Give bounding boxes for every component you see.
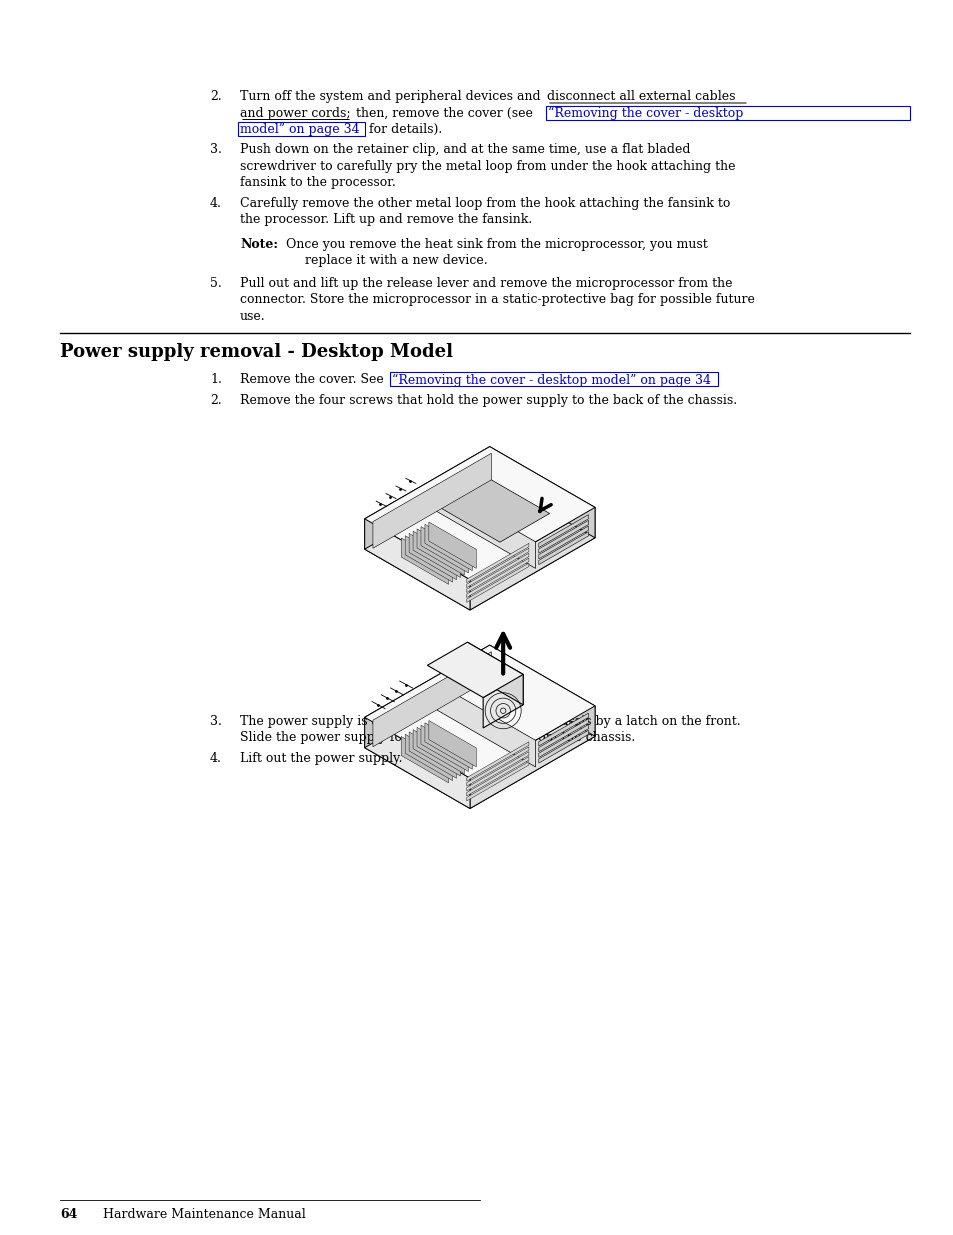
Text: 3.: 3. bbox=[210, 143, 222, 157]
Polygon shape bbox=[364, 447, 595, 579]
Polygon shape bbox=[482, 674, 522, 727]
Polygon shape bbox=[467, 642, 522, 705]
Polygon shape bbox=[466, 752, 528, 792]
Polygon shape bbox=[364, 645, 489, 747]
Text: use.: use. bbox=[240, 310, 265, 324]
Polygon shape bbox=[401, 538, 448, 584]
Text: 5.: 5. bbox=[210, 277, 221, 290]
Polygon shape bbox=[466, 747, 528, 787]
Text: and power cords;: and power cords; bbox=[240, 106, 351, 120]
Polygon shape bbox=[364, 447, 489, 550]
Polygon shape bbox=[429, 522, 476, 568]
Polygon shape bbox=[405, 735, 452, 781]
Text: 3.: 3. bbox=[210, 715, 222, 727]
Polygon shape bbox=[489, 447, 595, 537]
Text: screwdriver to carefully pry the metal loop from under the hook attaching the: screwdriver to carefully pry the metal l… bbox=[240, 161, 735, 173]
Polygon shape bbox=[416, 727, 464, 774]
Text: Remove the cover. See: Remove the cover. See bbox=[240, 373, 387, 387]
Polygon shape bbox=[489, 645, 595, 736]
Text: replace it with a new device.: replace it with a new device. bbox=[305, 254, 487, 268]
Polygon shape bbox=[466, 563, 528, 603]
Polygon shape bbox=[436, 683, 535, 767]
Text: Turn off the system and peripheral devices and: Turn off the system and peripheral devic… bbox=[240, 90, 540, 103]
Text: 4.: 4. bbox=[210, 752, 222, 764]
Text: fansink to the processor.: fansink to the processor. bbox=[240, 177, 395, 189]
Text: 1.: 1. bbox=[210, 373, 222, 387]
Polygon shape bbox=[538, 713, 588, 746]
Polygon shape bbox=[538, 719, 588, 752]
Polygon shape bbox=[424, 722, 472, 769]
Text: connector. Store the microprocessor in a static-protective bag for possible futu: connector. Store the microprocessor in a… bbox=[240, 294, 754, 306]
Text: Push down on the retainer clip, and at the same time, use a flat bladed: Push down on the retainer clip, and at t… bbox=[240, 143, 690, 157]
Polygon shape bbox=[364, 519, 470, 610]
Text: Power supply removal - Desktop Model: Power supply removal - Desktop Model bbox=[60, 343, 453, 362]
Polygon shape bbox=[405, 536, 452, 582]
Text: 4.: 4. bbox=[210, 198, 222, 210]
Text: then, remove the cover (see: then, remove the cover (see bbox=[352, 106, 537, 120]
Text: The power supply is attached to the base of the chassis by a latch on the front.: The power supply is attached to the base… bbox=[240, 715, 740, 727]
Polygon shape bbox=[427, 642, 522, 698]
Text: Lift out the power supply.: Lift out the power supply. bbox=[240, 752, 402, 764]
Polygon shape bbox=[466, 558, 528, 598]
Polygon shape bbox=[420, 725, 468, 772]
Polygon shape bbox=[466, 543, 528, 583]
Polygon shape bbox=[538, 725, 588, 757]
Polygon shape bbox=[466, 757, 528, 797]
Polygon shape bbox=[538, 520, 588, 553]
Polygon shape bbox=[413, 730, 460, 776]
Polygon shape bbox=[409, 534, 456, 579]
Polygon shape bbox=[364, 676, 595, 809]
Text: 64: 64 bbox=[60, 1208, 77, 1221]
Polygon shape bbox=[466, 553, 528, 593]
Text: 2.: 2. bbox=[210, 394, 221, 408]
Polygon shape bbox=[413, 531, 460, 578]
Text: “Removing the cover - desktop model” on page 34: “Removing the cover - desktop model” on … bbox=[392, 373, 710, 387]
Polygon shape bbox=[466, 548, 528, 588]
Text: for details).: for details). bbox=[365, 124, 442, 136]
Text: Note:: Note: bbox=[240, 238, 277, 251]
Polygon shape bbox=[424, 525, 472, 571]
Polygon shape bbox=[373, 652, 491, 747]
Text: Carefully remove the other metal loop from the hook attaching the fansink to: Carefully remove the other metal loop fr… bbox=[240, 198, 730, 210]
Text: model” on page 34: model” on page 34 bbox=[240, 124, 359, 136]
Text: Remove the four screws that hold the power supply to the back of the chassis.: Remove the four screws that hold the pow… bbox=[240, 394, 737, 408]
Polygon shape bbox=[364, 718, 470, 809]
Polygon shape bbox=[466, 762, 528, 802]
Polygon shape bbox=[420, 526, 468, 573]
Polygon shape bbox=[538, 526, 588, 559]
Polygon shape bbox=[436, 485, 535, 568]
Polygon shape bbox=[401, 736, 448, 783]
Polygon shape bbox=[439, 479, 549, 542]
Polygon shape bbox=[409, 732, 456, 778]
Polygon shape bbox=[466, 742, 528, 782]
Polygon shape bbox=[538, 532, 588, 564]
Polygon shape bbox=[470, 508, 595, 610]
Polygon shape bbox=[416, 529, 464, 576]
Polygon shape bbox=[538, 515, 588, 547]
Text: Pull out and lift up the release lever and remove the microprocessor from the: Pull out and lift up the release lever a… bbox=[240, 277, 732, 290]
Polygon shape bbox=[538, 730, 588, 763]
Polygon shape bbox=[373, 453, 491, 548]
Text: 2.: 2. bbox=[210, 90, 221, 103]
Polygon shape bbox=[364, 645, 595, 778]
Polygon shape bbox=[364, 477, 595, 610]
Text: disconnect all external cables: disconnect all external cables bbox=[546, 90, 735, 103]
Text: Hardware Maintenance Manual: Hardware Maintenance Manual bbox=[95, 1208, 305, 1221]
Text: the processor. Lift up and remove the fansink.: the processor. Lift up and remove the fa… bbox=[240, 214, 532, 226]
Text: Once you remove the heat sink from the microprocessor, you must: Once you remove the heat sink from the m… bbox=[282, 238, 707, 251]
Polygon shape bbox=[429, 720, 476, 767]
Text: “Removing the cover - desktop: “Removing the cover - desktop bbox=[547, 106, 742, 120]
Text: Slide the power supply forward to dislatch if from the chassis.: Slide the power supply forward to dislat… bbox=[240, 731, 635, 745]
Polygon shape bbox=[470, 706, 595, 809]
